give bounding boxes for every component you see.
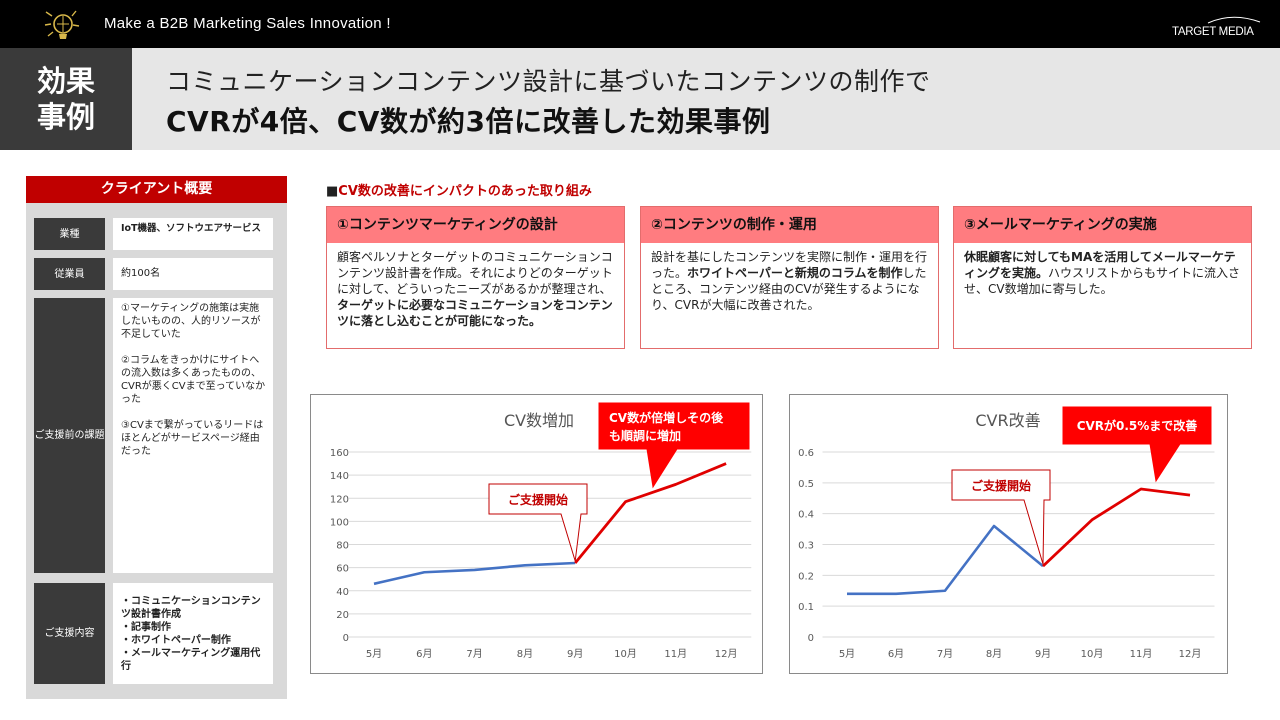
- card-body: 顧客ペルソナとターゲットのコミュニケーションコンテンツ設計書を作成。それによりど…: [337, 250, 613, 328]
- callout-result-label: も順調に増加: [609, 428, 681, 443]
- x-tick-label: 5月: [366, 648, 382, 660]
- svg-text:TARGET MEDIA: TARGET MEDIA: [1172, 26, 1254, 38]
- callout-result: [598, 402, 750, 489]
- cvr-chart-svg: CVR改善 0 0.1 0.2 0.3 0.4 0.5 0.6 5月 6月 7月 8月 9月 10月 11月…: [798, 406, 1215, 660]
- y-tick-label: 40: [336, 587, 349, 598]
- y-tick-label: 0: [808, 633, 814, 644]
- callout-support-start-label: ご支援開始: [971, 478, 1031, 493]
- support-label: ご支援内容: [34, 583, 105, 684]
- y-tick-label: 0.2: [798, 571, 814, 582]
- y-tick-label: 140: [330, 471, 349, 482]
- cvr-chart: CVR改善 0 0.1 0.2 0.3 0.4 0.5 0.6 5月 6月 7月 8月 9月 10月 11月…: [789, 394, 1228, 674]
- x-tick-label: 6月: [416, 648, 432, 660]
- series-line-after-support: [574, 462, 727, 564]
- callout-result-label: CV数が倍増しその後: [609, 410, 724, 425]
- x-tick-label: 9月: [1035, 648, 1051, 660]
- card-title: ②コンテンツの制作・運用: [641, 207, 938, 243]
- y-tick-label: 0: [343, 633, 349, 644]
- series-line-before-support: [847, 524, 1044, 596]
- card-body: 設計を基にしたコンテンツを実際に制作・運用を行った。ホワイトペーパーと新規のコラ…: [651, 250, 928, 312]
- employees-label: 従業員: [34, 258, 105, 290]
- callout-result-label: CVRが0.5%まで改善: [1077, 418, 1198, 433]
- x-tick-label: 8月: [517, 648, 533, 660]
- card-title: ①コンテンツマーケティングの設計: [327, 207, 624, 243]
- y-tick-label: 0.5: [798, 479, 814, 490]
- challenge-item: ①マーケティングの施策は実施したいものの、人的リソースが不足していた: [121, 303, 261, 340]
- y-tick-label: 80: [336, 541, 349, 552]
- x-tick-label: 5月: [839, 648, 855, 660]
- challenges-label: ご支援前の課題: [34, 298, 105, 573]
- challenge-item: ②コラムをきっかけにサイトへの流入数は多くあったものの、CVRが悪くCVまで至っ…: [121, 355, 266, 405]
- series-line-after-support: [1042, 487, 1191, 568]
- y-tick-label: 0.4: [798, 510, 814, 521]
- x-tick-label: 10月: [614, 648, 637, 660]
- card-title: ③メールマーケティングの実施: [954, 207, 1251, 243]
- callout-support-start: [488, 483, 588, 562]
- case-study-tag: 効果 事例: [0, 48, 132, 150]
- initiatives-heading: ■CV数の改善にインパクトのあった取り組み: [326, 184, 592, 199]
- x-tick-label: 10月: [1081, 648, 1104, 660]
- x-tick-label: 12月: [715, 648, 738, 660]
- support-item: ・メールマーケティング運用代行: [121, 648, 261, 672]
- y-tick-label: 0.1: [798, 602, 814, 613]
- x-tick-label: 9月: [567, 648, 583, 660]
- x-tick-label: 11月: [1130, 648, 1153, 660]
- page-subtitle: コミュニケーションコンテンツ設計に基づいたコンテンツの制作で: [166, 67, 931, 96]
- client-overview-heading: クライアント概要: [26, 176, 287, 203]
- support-value: ・コミュニケーションコンテンツ設計書作成 ・記事制作 ・ホワイトペーパー制作 ・…: [113, 583, 273, 684]
- initiative-card-design: ①コンテンツマーケティングの設計 顧客ペルソナとターゲットのコミュニケーションコ…: [326, 206, 625, 349]
- callout-support-start-label: ご支援開始: [508, 492, 568, 507]
- page-title: CVRが4倍、CV数が約3倍に改善した効果事例: [166, 105, 771, 138]
- challenge-item: ③CVまで繋がっているリードはほとんどがサービスページ経由だった: [121, 420, 264, 457]
- chart-title: CVR改善: [975, 411, 1040, 430]
- x-tick-label: 7月: [466, 648, 482, 660]
- x-tick-label: 7月: [937, 648, 953, 660]
- y-tick-label: 60: [336, 564, 349, 575]
- top-bar: Make a B2B Marketing Sales Innovation ! …: [0, 0, 1280, 48]
- title-band: [0, 48, 1280, 150]
- target-media-logo: TARGET MEDIA: [1172, 16, 1261, 38]
- support-item: ・コミュニケーションコンテンツ設計書作成: [121, 596, 261, 620]
- initiative-card-production: ②コンテンツの制作・運用 設計を基にしたコンテンツを実際に制作・運用を行った。ホ…: [640, 206, 939, 349]
- callout-support-start: [951, 469, 1051, 565]
- series-line-before-support: [373, 561, 576, 586]
- industry-value: IoT機器、ソフトウエアサービス: [113, 218, 273, 250]
- employees-value: 約100名: [113, 258, 273, 290]
- x-tick-label: 6月: [888, 648, 904, 660]
- support-item: ・記事制作: [121, 622, 171, 633]
- y-tick-label: 120: [330, 494, 349, 505]
- challenges-value: ①マーケティングの施策は実施したいものの、人的リソースが不足していた ②コラムを…: [113, 298, 273, 573]
- cv-count-chart-svg: CV数増加 0 20 40 60 80 100 120 140 160 5月 6月 7月 8月 9月 10月 1…: [330, 402, 752, 660]
- y-tick-label: 100: [330, 517, 349, 528]
- tagline: Make a B2B Marketing Sales Innovation !: [104, 15, 391, 32]
- cv-count-chart: CV数増加 0 20 40 60 80 100 120 140 160 5月 6月 7月 8月 9月 10月 1…: [310, 394, 763, 674]
- chart-title: CV数増加: [504, 411, 574, 430]
- x-tick-label: 11月: [664, 648, 687, 660]
- y-tick-label: 0.6: [798, 448, 814, 459]
- lightbulb-logo-icon: [44, 10, 80, 39]
- x-tick-label: 12月: [1179, 648, 1202, 660]
- y-tick-label: 20: [336, 610, 349, 621]
- x-tick-label: 8月: [986, 648, 1002, 660]
- card-body: 休眠顧客に対してもMAを活用してメールマーケティングを実施。ハウスリストからもサ…: [964, 250, 1241, 296]
- y-tick-label: 160: [330, 448, 349, 459]
- y-tick-label: 0.3: [798, 541, 814, 552]
- callout-result: [1062, 406, 1212, 483]
- support-item: ・ホワイトペーパー制作: [121, 635, 231, 646]
- initiative-card-email: ③メールマーケティングの実施 休眠顧客に対してもMAを活用してメールマーケティン…: [953, 206, 1252, 349]
- industry-label: 業種: [34, 218, 105, 250]
